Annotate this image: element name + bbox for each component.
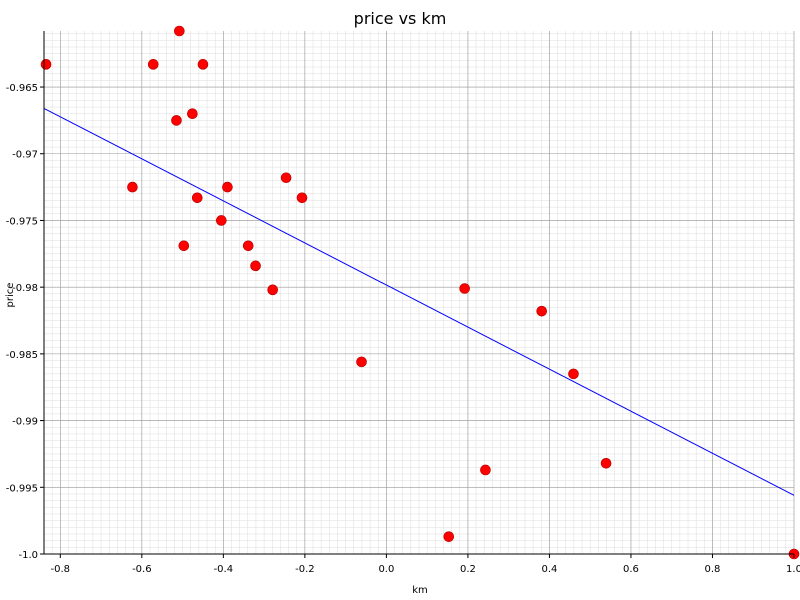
data-point (356, 356, 367, 368)
data-point (178, 240, 190, 252)
data-point (296, 192, 308, 204)
data-point (267, 284, 278, 296)
trend-line-group (43, 107, 795, 496)
data-point (280, 172, 292, 184)
axes (43, 31, 794, 555)
data-point (568, 368, 579, 380)
x-tick-label: -0.2 (295, 564, 315, 575)
y-tick-label: -0.995 (6, 483, 38, 494)
data-point (147, 59, 159, 70)
data-point (443, 531, 455, 542)
data-point (40, 59, 52, 70)
data-points (40, 25, 800, 560)
y-tick-label: -0.99 (12, 417, 38, 428)
y-tick-label: -1.0 (18, 550, 38, 561)
data-point (127, 181, 138, 193)
data-point (242, 240, 254, 252)
data-point (174, 25, 185, 37)
x-tick-label: 0.4 (541, 564, 557, 575)
data-point (197, 59, 209, 70)
minor-gridlines (43, 31, 795, 555)
x-tick-label: 0.6 (623, 564, 639, 575)
x-tick-label: 0.8 (705, 564, 721, 575)
x-tick-label: -0.4 (214, 564, 234, 575)
data-point (480, 464, 491, 476)
x-tick-label: -0.8 (51, 564, 71, 575)
y-tick-label: -0.965 (6, 83, 38, 94)
y-axis-label: price (5, 283, 16, 308)
data-point (191, 192, 203, 204)
data-point (600, 457, 612, 469)
y-tick-label: -0.975 (6, 216, 38, 227)
x-tick-label: 0.0 (378, 564, 394, 575)
x-axis-label: km (412, 585, 428, 596)
data-point (171, 115, 182, 126)
data-point (216, 215, 227, 226)
x-tick-label: 0.2 (460, 564, 476, 575)
x-axis-ticks: -0.8 -0.6 -0.4 -0.2 0.0 0.2 0.4 0.6 0.8 1.0 (51, 554, 800, 575)
y-tick-label: -0.985 (6, 350, 38, 361)
data-point (536, 305, 547, 317)
y-tick-label: -0.98 (12, 283, 38, 294)
trend-line (43, 107, 795, 496)
x-tick-label: 1.0 (786, 564, 800, 575)
data-point (222, 181, 233, 193)
y-axis-ticks: -1.0 -0.995 -0.99 -0.985 -0.98 -0.975 -0.97 -0.… (6, 83, 44, 561)
data-point (187, 108, 198, 120)
y-tick-label: -0.97 (12, 150, 38, 161)
data-point (459, 283, 470, 294)
x-tick-label: -0.6 (132, 564, 152, 575)
chart-title: price vs km (354, 9, 447, 28)
data-point (250, 260, 261, 272)
